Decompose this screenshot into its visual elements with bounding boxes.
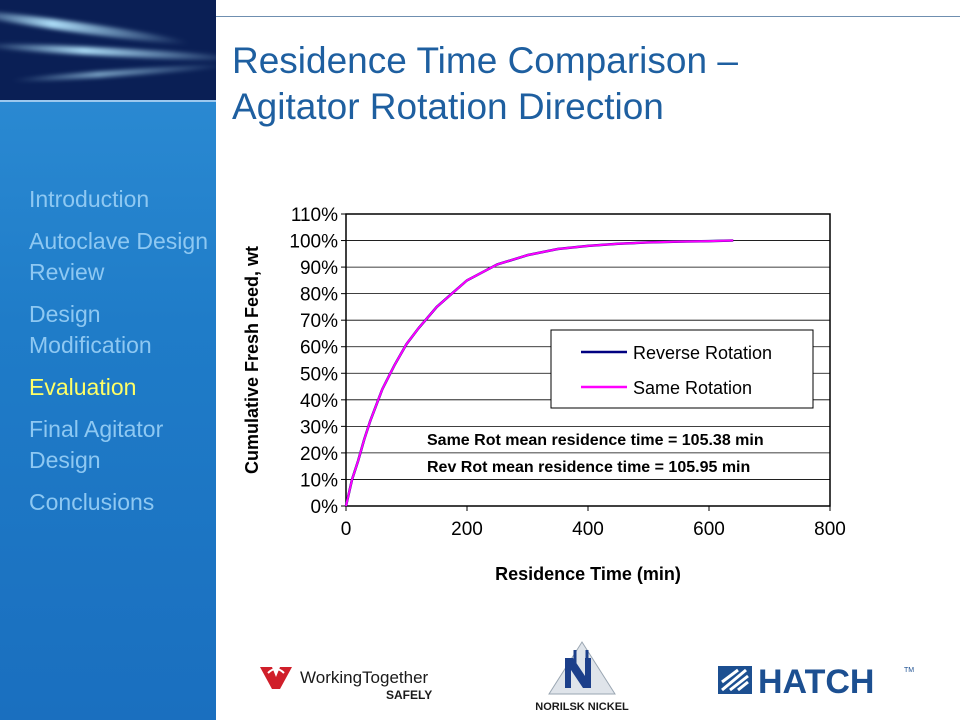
- y-tick-label: 70%: [300, 311, 338, 332]
- y-tick-label: 90%: [300, 258, 338, 279]
- y-tick-label: 20%: [300, 444, 338, 465]
- legend-entry: Same Rotation: [633, 378, 752, 398]
- plot-frame: [345, 213, 831, 507]
- y-tick-label: 40%: [300, 391, 338, 412]
- y-tick-label: 50%: [300, 364, 338, 385]
- y-tick-label: 110%: [291, 205, 338, 226]
- x-tick-label: 200: [451, 519, 483, 540]
- sidebar: Introduction Autoclave Design Review Des…: [0, 0, 216, 720]
- slide-title-line2: Agitator Rotation Direction: [232, 86, 664, 127]
- y-tick-label: 10%: [300, 470, 338, 491]
- wts-mark-icon: [260, 667, 292, 689]
- x-tick-label: 800: [814, 519, 846, 540]
- nav-item-final-agitator-design[interactable]: Final Agitator Design: [29, 416, 164, 473]
- working-together-safely-logo: WorkingTogether SAFELY: [260, 667, 432, 702]
- norilsk-nickel-logo: NORILSK NICKEL: [535, 641, 629, 713]
- y-tick-label: 80%: [300, 285, 338, 306]
- slide-title: Residence Time Comparison – Agitator Rot…: [232, 38, 932, 130]
- section-nav: Introduction Autoclave Design Review Des…: [29, 184, 209, 529]
- top-divider: [216, 16, 960, 17]
- annotation-text: Same Rot mean residence time = 105.38 mi…: [427, 432, 764, 449]
- wts-text: WorkingTogether: [300, 668, 429, 687]
- y-tick-label: 0%: [311, 497, 339, 518]
- annotation-text: Rev Rot mean residence time = 105.95 min: [427, 459, 750, 476]
- x-tick-label: 0: [341, 519, 352, 540]
- x-tick-label: 400: [572, 519, 604, 540]
- norilsk-mark-icon: [565, 658, 591, 688]
- y-tick-label: 30%: [300, 417, 338, 438]
- nav-item-design-modification[interactable]: Design Modification: [29, 301, 152, 358]
- y-axis-label: Cumulative Fresh Feed, wt: [242, 246, 262, 474]
- series-line-same-rotation: [345, 239, 734, 507]
- norilsk-text: NORILSK NICKEL: [535, 701, 629, 713]
- nav-item-introduction[interactable]: Introduction: [29, 186, 150, 212]
- slide-title-line1: Residence Time Comparison –: [232, 40, 738, 81]
- x-axis-label: Residence Time (min): [495, 564, 681, 584]
- y-tick-label: 60%: [300, 338, 338, 359]
- legend-entry: Reverse Rotation: [633, 343, 772, 363]
- hatch-logo: HATCH TM: [718, 663, 914, 698]
- nav-item-evaluation[interactable]: Evaluation: [29, 374, 137, 400]
- wts-safely-text: SAFELY: [386, 688, 432, 702]
- legend-box: [550, 329, 814, 409]
- x-tick-label: 600: [693, 519, 725, 540]
- nav-item-autoclave-design-review[interactable]: Autoclave Design Review: [29, 228, 208, 285]
- sidebar-banner-image: [0, 0, 216, 100]
- residence-time-chart: 0% 10% 20% 30% 40% 50% 60% 70% 80% 90% 100% 110% 0 20…: [242, 205, 846, 584]
- banner-divider: [0, 100, 216, 102]
- hatch-text: HATCH: [758, 663, 874, 698]
- y-tick-label: 100%: [289, 232, 338, 253]
- hatch-tm-text: TM: [904, 667, 914, 674]
- hatch-mark-icon: [718, 666, 752, 694]
- nav-item-conclusions[interactable]: Conclusions: [29, 489, 155, 515]
